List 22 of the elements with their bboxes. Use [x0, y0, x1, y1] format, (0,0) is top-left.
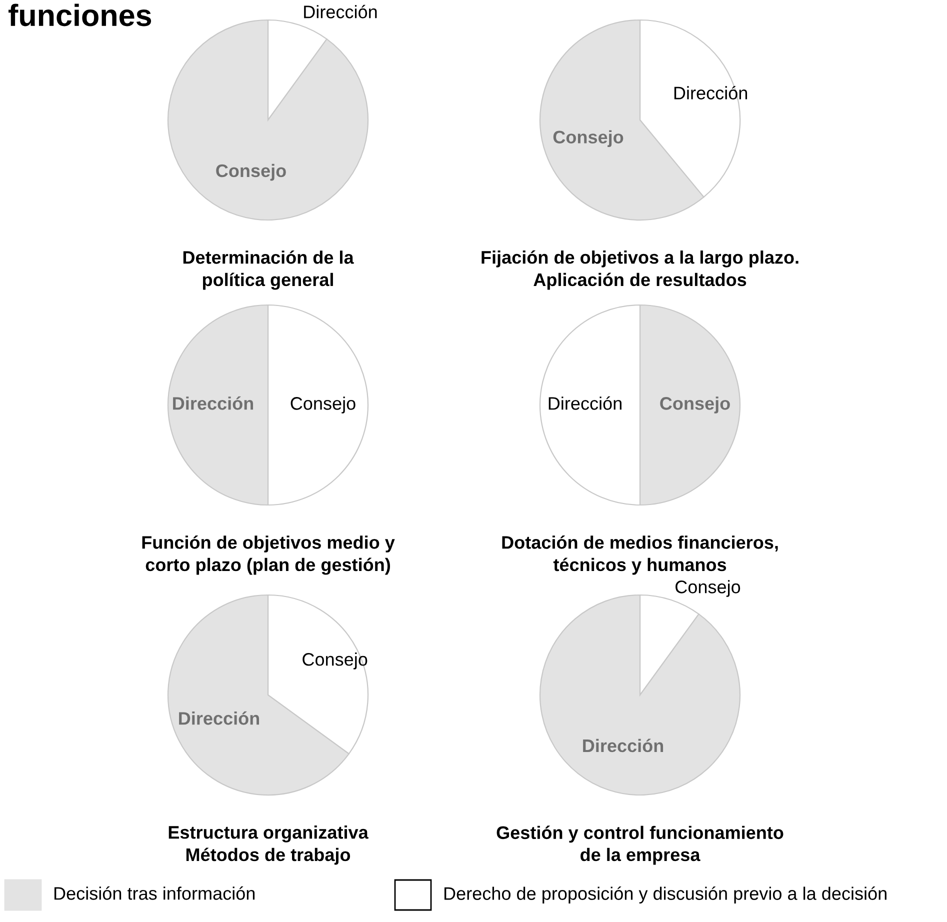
text: Determinación de la política general [183, 250, 354, 290]
slice-label: Consejo [216, 164, 286, 181]
text: funciones [8, 4, 152, 26]
slice-label: Consejo [302, 652, 368, 670]
slice-label: Dirección [548, 396, 622, 410]
slice-label: Dirección [674, 86, 748, 100]
slice-label: Consejo [290, 396, 356, 414]
category-label: Derecho de proposición y discusión previo a la decisión [444, 886, 886, 904]
text: Gestión y control funcionamiento de la empresa [496, 826, 784, 865]
text: Fijación de objetivos a la largo plazo. Aplicación de resultados [482, 250, 798, 290]
slice-label: Dirección [179, 711, 260, 725]
slice-label: Dirección [304, 4, 377, 18]
category-label: Decisión tras información [54, 886, 255, 900]
slice-label: Dirección [583, 738, 664, 752]
slice-label: Consejo [553, 130, 624, 148]
text: Dotación de medios financieros, técnicos y humanos [502, 535, 778, 575]
slice-label: Dirección [173, 396, 254, 410]
slice-label: Consejo [660, 396, 730, 414]
pie-slice [167, 19, 369, 221]
text: Función de objetivos medio y corto plazo (plan de gestión) [142, 535, 395, 575]
text: Estructura organizativa Métodos de trabajo [168, 826, 368, 865]
slice-label: Consejo [676, 580, 740, 597]
